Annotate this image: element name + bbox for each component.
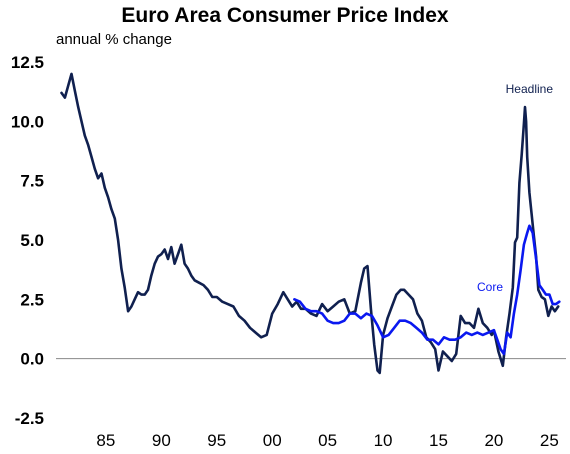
y-tick-label: 0.0 <box>20 350 44 369</box>
y-axis: 12.5 10.0 7.5 5.0 2.5 0.0 -2.5 <box>11 53 44 428</box>
y-tick-label: 12.5 <box>11 53 44 72</box>
headline-series-label: Headline <box>506 82 554 96</box>
chart-subtitle: annual % change <box>56 31 172 48</box>
x-tick-label: 10 <box>374 431 393 450</box>
chart-title: Euro Area Consumer Price Index <box>121 4 448 27</box>
x-tick-label: 00 <box>263 431 282 450</box>
y-tick-label: 5.0 <box>20 231 44 250</box>
y-tick-label: -2.5 <box>15 409 44 428</box>
x-axis: 85 90 95 00 05 10 15 20 25 <box>96 431 558 450</box>
y-tick-label: 7.5 <box>20 172 44 191</box>
core-series-label: Core <box>477 280 503 294</box>
x-tick-label: 05 <box>318 431 337 450</box>
x-tick-label: 90 <box>152 431 171 450</box>
x-tick-label: 15 <box>429 431 448 450</box>
y-tick-label: 2.5 <box>20 290 44 309</box>
headline-series-line <box>60 72 560 375</box>
x-tick-label: 95 <box>207 431 226 450</box>
y-tick-label: 10.0 <box>11 112 44 131</box>
x-tick-label: 85 <box>96 431 115 450</box>
x-tick-label: 25 <box>540 431 559 450</box>
core-series-line <box>293 224 561 356</box>
x-tick-label: 20 <box>484 431 503 450</box>
